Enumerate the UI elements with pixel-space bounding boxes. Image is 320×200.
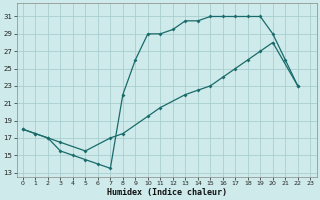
X-axis label: Humidex (Indice chaleur): Humidex (Indice chaleur) <box>107 188 227 197</box>
